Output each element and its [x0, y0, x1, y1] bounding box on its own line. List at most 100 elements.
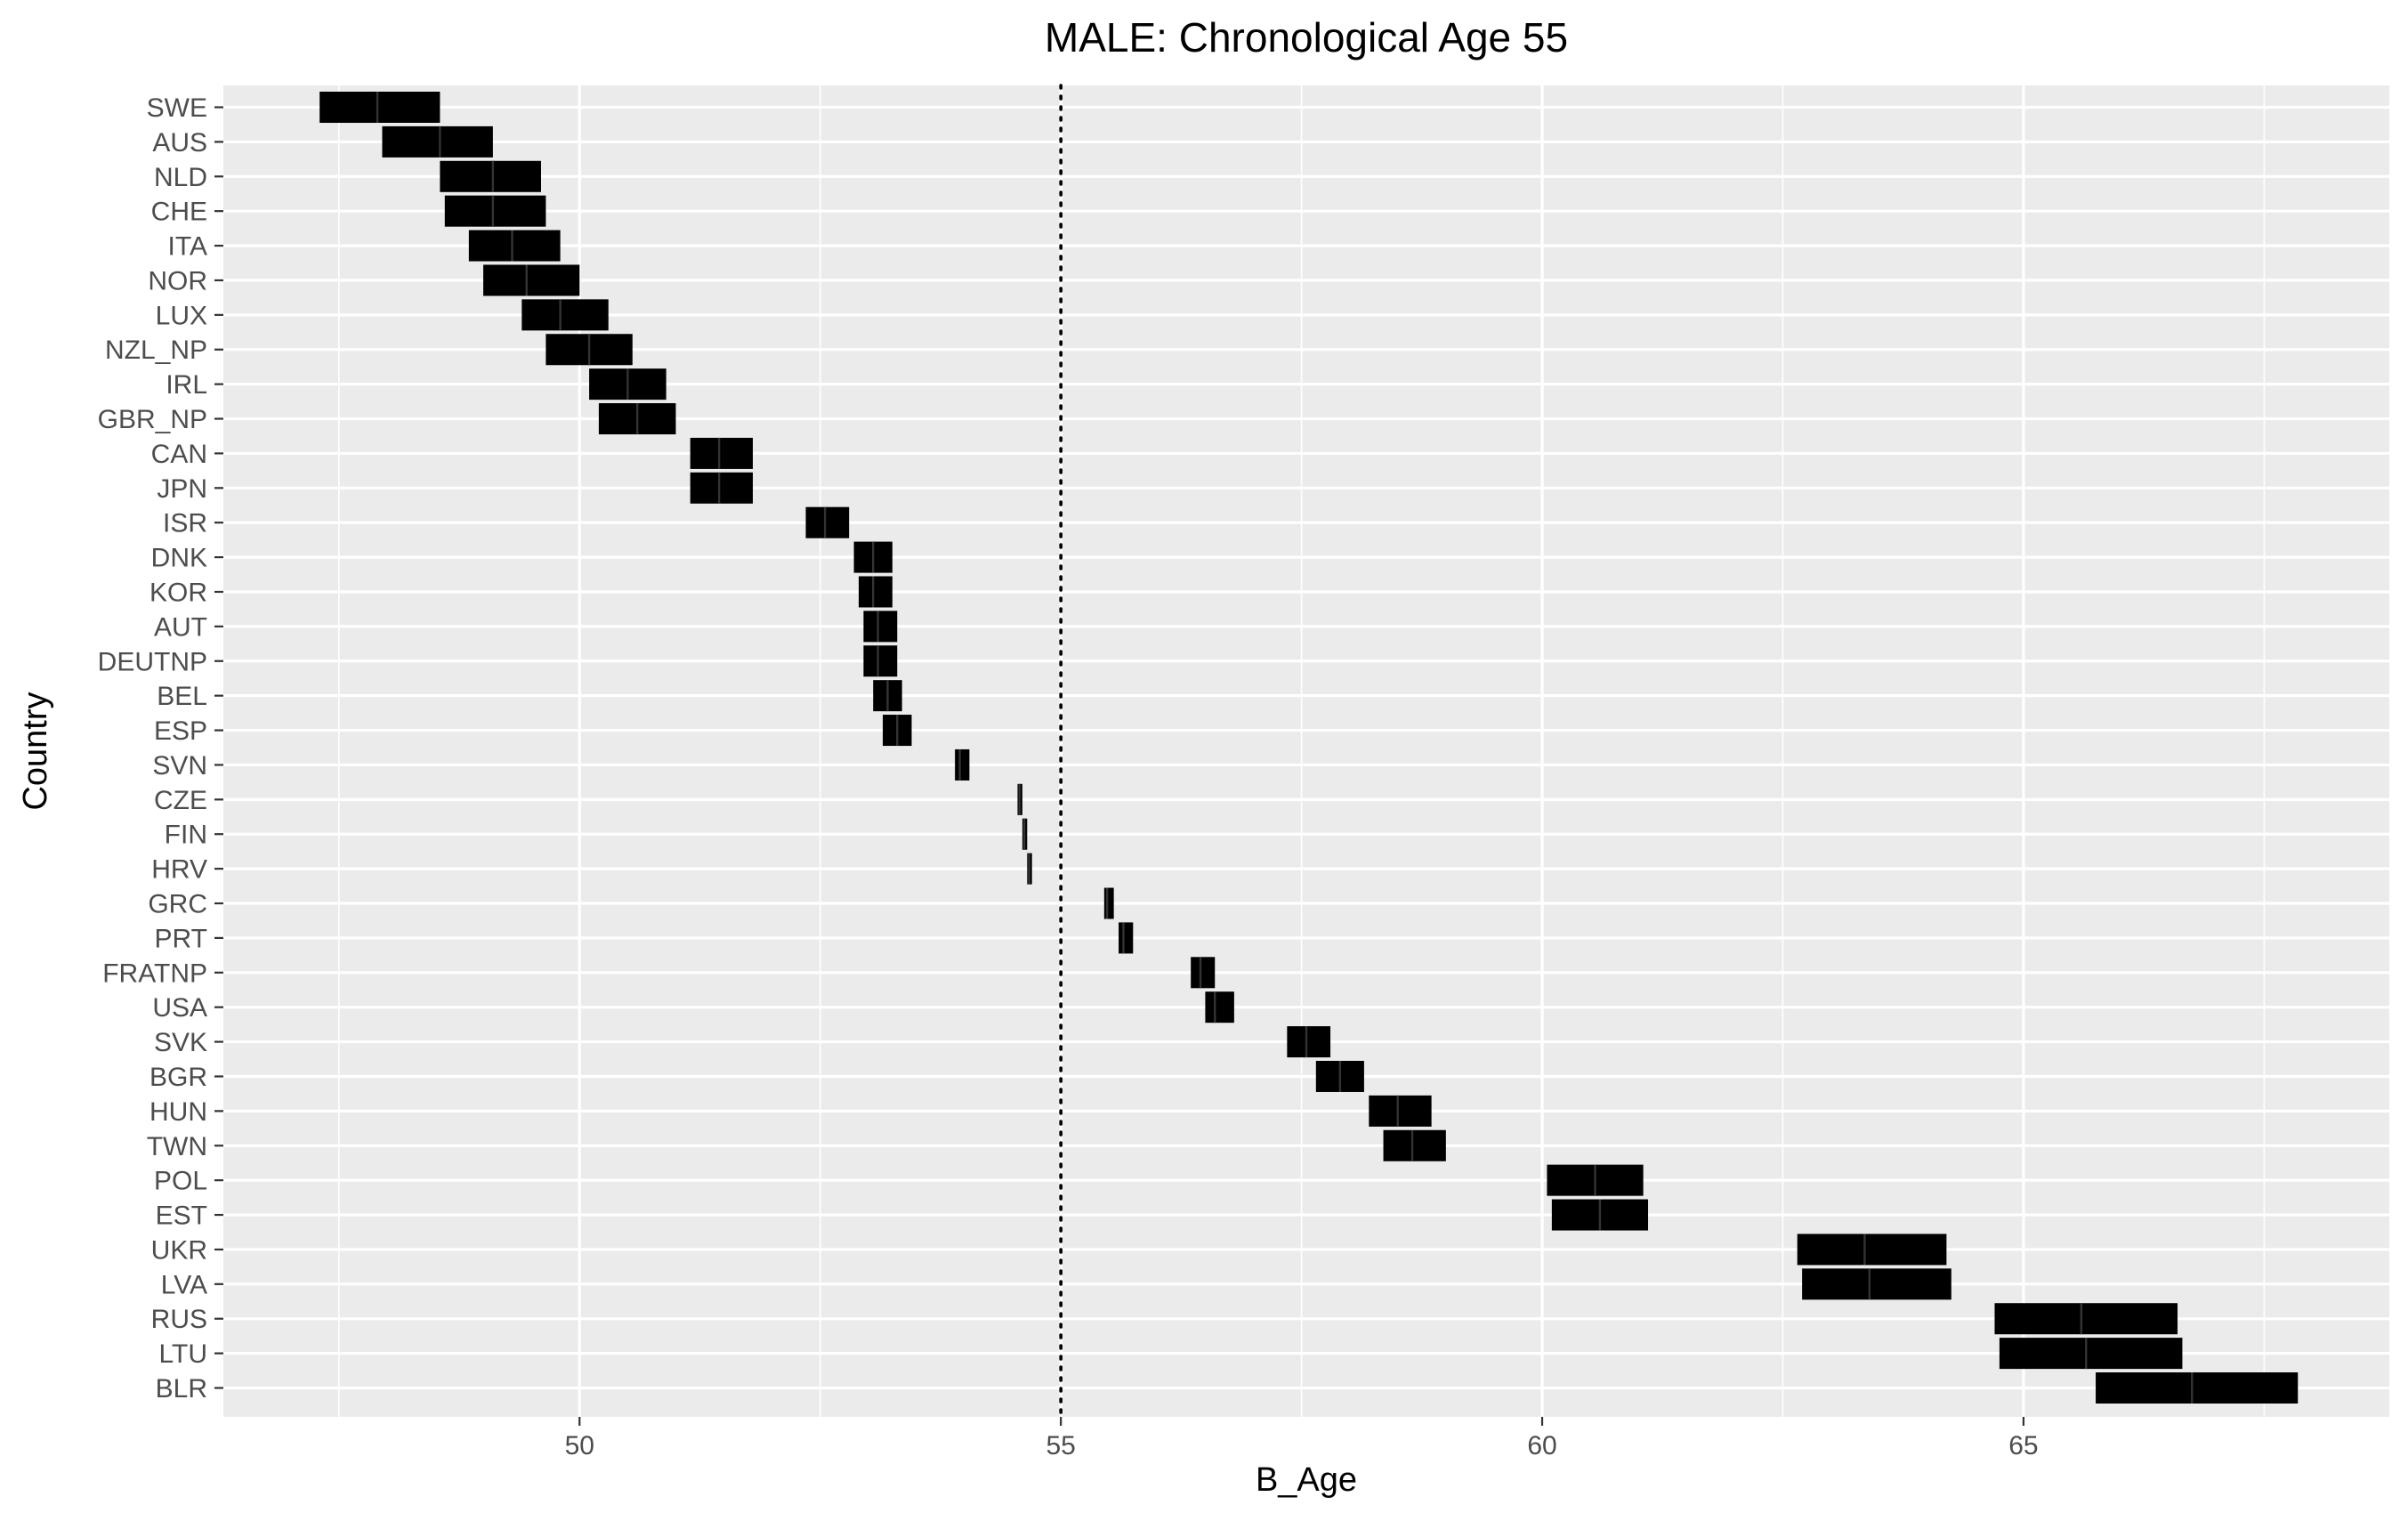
- crossbar-kor: [858, 576, 893, 608]
- crossbar-ltu: [1999, 1338, 2183, 1370]
- y-tick-label: HUN: [149, 1097, 207, 1127]
- crossbar-rus: [1994, 1303, 2178, 1335]
- y-tick-label: FRATNP: [102, 959, 207, 988]
- y-tick-label: DNK: [151, 544, 207, 573]
- crossbar-box: [1802, 1268, 1951, 1300]
- crossbar-lux: [521, 299, 609, 331]
- crossbar-nzl_np: [545, 334, 633, 366]
- crossbar-box: [1797, 1234, 1947, 1266]
- y-tick-label: GRC: [148, 890, 207, 919]
- y-tick-label: AUS: [152, 128, 207, 158]
- crossbar-cze: [1017, 783, 1022, 815]
- y-tick-label: PRT: [155, 924, 207, 953]
- crossbar-svk: [1287, 1026, 1331, 1058]
- y-tick-label: EST: [156, 1201, 207, 1231]
- crossbar-che: [444, 195, 546, 227]
- crossbar-gbr_np: [598, 403, 676, 435]
- crossbar-irl: [589, 368, 667, 400]
- crossbar-can: [690, 437, 753, 469]
- crossbar-box: [1999, 1338, 2183, 1370]
- y-tick-label: TWN: [147, 1132, 207, 1161]
- y-tick-label: SVN: [152, 751, 207, 781]
- x-tick-label: 50: [565, 1431, 594, 1460]
- x-tick-label: 65: [2008, 1431, 2038, 1460]
- crossbar-box: [382, 125, 493, 158]
- y-tick-label: NLD: [154, 163, 207, 192]
- crossbar-fin: [1022, 818, 1028, 850]
- crossbar-est: [1551, 1199, 1649, 1231]
- y-tick-label: ESP: [154, 716, 207, 746]
- y-tick-label: NZL_NP: [105, 336, 207, 365]
- y-tick-label: RUS: [151, 1305, 207, 1334]
- y-tick-label: CZE: [154, 786, 207, 815]
- crossbar-box: [1103, 887, 1114, 919]
- x-tick-label: 55: [1046, 1431, 1075, 1460]
- y-tick-label: AUT: [154, 612, 207, 642]
- crossbar-box: [1287, 1026, 1331, 1058]
- y-tick-label: CAN: [151, 440, 207, 469]
- y-tick-label: LVA: [161, 1270, 207, 1299]
- y-tick-label: ISR: [163, 509, 207, 538]
- crossbar-ukr: [1797, 1234, 1947, 1266]
- crossbar-box: [805, 506, 850, 538]
- y-tick-label: ITA: [168, 232, 207, 262]
- crossbar-box: [483, 264, 580, 296]
- y-tick-label: LUX: [156, 301, 207, 330]
- crossbar-jpn: [690, 472, 753, 504]
- y-tick-label: BLR: [156, 1374, 207, 1404]
- crossbar-hrv: [1027, 853, 1032, 885]
- crossbar-box: [1119, 922, 1134, 954]
- crossbar-hun: [1369, 1095, 1432, 1127]
- y-tick-label: UKR: [151, 1235, 207, 1265]
- crossbar-box: [1205, 991, 1234, 1023]
- crossbar-nor: [483, 264, 580, 296]
- crossbar-box: [440, 160, 541, 192]
- y-tick-label: POL: [154, 1167, 207, 1196]
- crossbar-box: [1369, 1095, 1432, 1127]
- crossbar-box: [2096, 1372, 2299, 1404]
- crossbar-box: [319, 92, 440, 123]
- crossbar-ita: [468, 230, 561, 262]
- crossbar-box: [690, 472, 753, 504]
- crossbar-lva: [1802, 1268, 1951, 1300]
- crossbar-bel: [873, 680, 902, 712]
- crossbar-bgr: [1315, 1060, 1364, 1092]
- crossbar-box: [444, 195, 546, 227]
- crossbar-box: [863, 611, 898, 643]
- crossbar-box: [690, 437, 753, 469]
- y-tick-label: BEL: [157, 682, 207, 711]
- crossbar-prt: [1119, 922, 1134, 954]
- y-tick-label: KOR: [149, 578, 207, 607]
- y-tick-label: CHE: [151, 198, 207, 227]
- crossbar-svn: [955, 748, 970, 781]
- crossbar-isr: [805, 506, 850, 538]
- crossbar-box: [521, 299, 609, 331]
- y-tick-label: JPN: [157, 474, 207, 504]
- x-axis-title: B_Age: [1256, 1461, 1357, 1499]
- crossbar-box: [1994, 1303, 2178, 1335]
- crossbar-box: [1383, 1129, 1446, 1161]
- crossbar-swe: [319, 92, 440, 123]
- x-tick-label: 60: [1527, 1431, 1556, 1460]
- y-tick-label: IRL: [166, 370, 207, 400]
- y-tick-label: SVK: [154, 1028, 207, 1057]
- y-tick-label: USA: [152, 993, 207, 1023]
- crossbar-deutnp: [863, 645, 898, 677]
- y-tick-label: LTU: [159, 1339, 207, 1369]
- crossbar-grc: [1103, 887, 1114, 919]
- crossbar-box: [1191, 957, 1216, 989]
- y-tick-label: HRV: [151, 855, 207, 885]
- y-tick-label: FIN: [165, 821, 207, 850]
- axis-layer: SWE AUS NLD CHE ITA NOR LUX NZL_NP IRL GBR_NP CAN J…: [98, 93, 2039, 1460]
- crossbar-esp: [883, 715, 912, 747]
- crossbar-pol: [1547, 1164, 1644, 1196]
- crossbar-twn: [1383, 1129, 1446, 1161]
- y-tick-label: BGR: [149, 1063, 207, 1092]
- crossbar-dnk: [853, 541, 893, 573]
- crossbar-nld: [440, 160, 541, 192]
- y-tick-label: DEUTNP: [98, 647, 207, 676]
- crossbar-fratnp: [1191, 957, 1216, 989]
- crossbar-aus: [382, 125, 493, 158]
- crossbar-box: [863, 645, 898, 677]
